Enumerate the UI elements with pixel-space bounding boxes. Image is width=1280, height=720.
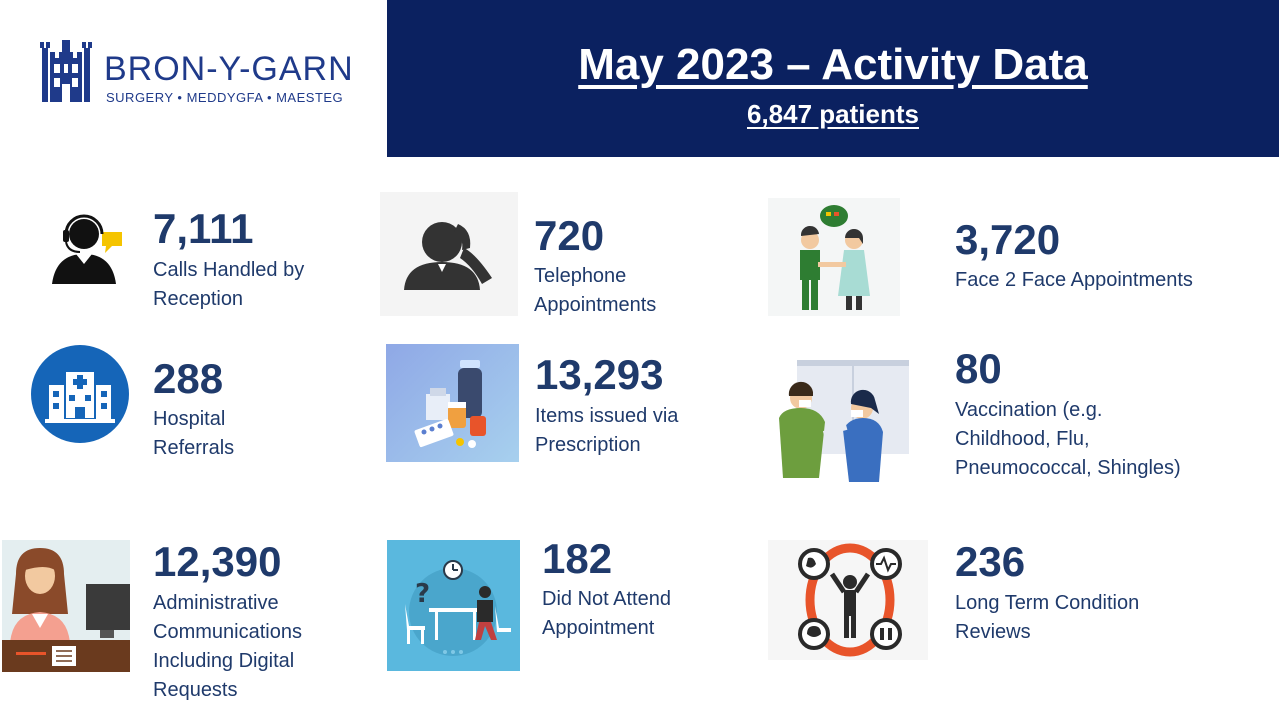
hospital-value: 288 [153,355,224,402]
hospital-label: Hospital Referrals [153,405,234,463]
face2face-tile [768,198,900,316]
telephone-tile [380,192,518,316]
admin-tile [2,540,130,672]
dna-value: 182 [542,535,613,582]
telephone-label-line: Appointments [534,294,657,316]
prescription-value: 13,293 [535,351,664,398]
ltc-label-line: Reviews [955,621,1031,643]
call-center-agent-icon [52,214,122,284]
empty-chair-icon: ? [405,560,511,656]
ltc-label: Long Term Condition Reviews [955,589,1139,647]
ltc-label-line: Long Term Condition [955,592,1140,614]
ltc-value: 236 [955,538,1026,585]
svg-text:?: ? [415,579,430,609]
vaccination-label-line: Vaccination (e.g. [955,399,1103,421]
telephone-label-line: Telephone [534,265,627,287]
vaccination-label-line: Pneumococcal, Shingles) [955,457,1181,479]
face2face-label: Face 2 Face Appointments [955,266,1193,295]
calls-label-line: Calls Handled by [153,259,305,281]
telephone-value: 720 [534,212,605,259]
phone-call-icon [404,222,492,290]
admin-label-line: Including Digital [153,650,295,672]
prescription-tile [386,344,519,462]
telephone-label: Telephone Appointments [534,262,656,320]
vaccination-label-line: Childhood, Flu, [955,428,1090,450]
calls-label-line: Reception [153,288,244,310]
long-term-condition-icon [798,543,902,657]
practice-logo: BRON-Y-GARN SURGERY • MEDDYGFA • MAESTEG [40,40,353,110]
admin-label-line: Requests [153,679,238,701]
medicine-icon [414,360,486,448]
dna-label-line: Appointment [542,617,655,639]
ltc-tile [768,540,928,660]
face2face-value: 3,720 [955,216,1061,263]
logo-tagline: SURGERY • MEDDYGFA • MAESTEG [106,90,344,105]
receptionist-icon [2,548,130,672]
prescription-label-line: Items issued via [535,405,679,427]
page-title: May 2023 – Activity Data [578,40,1088,89]
vaccination-tile [771,358,911,486]
hospital-icon [31,345,129,443]
prescription-label-line: Prescription [535,434,641,456]
admin-label: Administrative Communications Including … [153,589,302,705]
dna-label-line: Did Not Attend [542,588,671,610]
admin-label-line: Administrative [153,592,279,614]
vaccination-value: 80 [955,345,1002,392]
calls-value: 7,111 [153,205,254,252]
dna-label: Did Not Attend Appointment [542,585,671,643]
hospital-label-line: Referrals [153,437,235,459]
header-banner: May 2023 – Activity Data 6,847 patients [387,0,1279,157]
hospital-label-line: Hospital [153,408,226,430]
castle-icon [40,40,92,102]
admin-value: 12,390 [153,538,282,585]
doctor-patient-icon [800,205,870,310]
dna-tile: ? [387,540,520,671]
vaccination-label: Vaccination (e.g. Childhood, Flu, Pneumo… [955,396,1181,483]
prescription-label: Items issued via Prescription [535,402,678,460]
calls-label: Calls Handled by Reception [153,256,304,314]
logo-name: BRON-Y-GARN [104,50,354,88]
admin-label-line: Communications [153,621,302,643]
patient-count: 6,847 patients [747,99,919,129]
vaccination-icon [779,360,909,482]
face2face-label-line: Face 2 Face Appointments [955,269,1193,291]
